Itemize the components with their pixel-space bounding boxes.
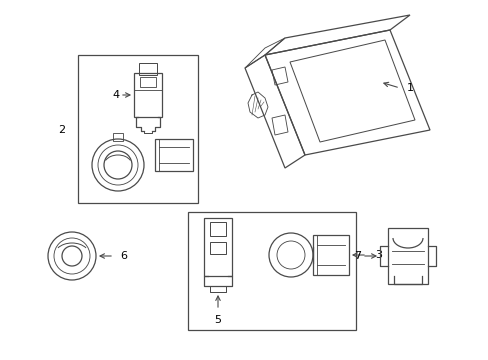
Bar [312,235,348,275]
Text: 3: 3 [374,250,381,260]
Text: 5: 5 [214,315,221,325]
Text: 2: 2 [58,125,65,135]
Bar [140,77,156,87]
Bar [155,139,193,171]
Bar [134,73,162,117]
Bar [78,55,198,203]
Text: 6: 6 [120,251,127,261]
Bar [187,212,355,330]
Bar [203,218,231,276]
Bar [139,63,157,75]
Bar [209,222,225,236]
Text: 7: 7 [353,251,360,261]
Bar [387,228,427,284]
Bar [209,242,225,254]
Text: 4: 4 [112,90,119,100]
Bar [113,133,123,141]
Text: 1: 1 [406,83,413,93]
